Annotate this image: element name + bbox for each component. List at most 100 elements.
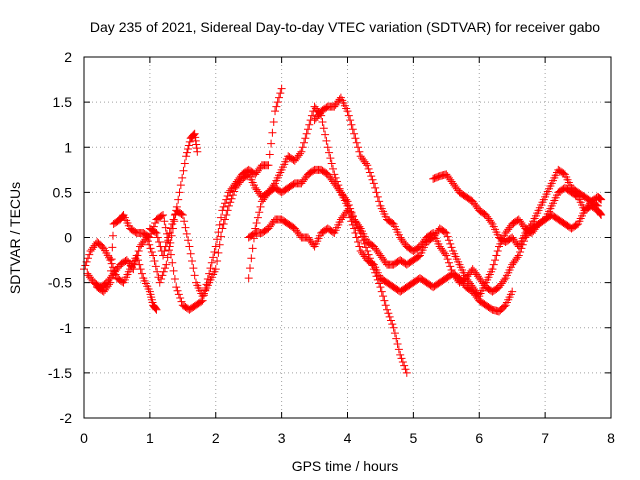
data-point: [190, 271, 199, 280]
data-point: [354, 143, 363, 152]
data-point: [593, 201, 602, 210]
data-point: [398, 358, 407, 367]
chart-title: Day 235 of 2021, Sidereal Day-to-day VTE…: [90, 19, 600, 35]
data-point: [355, 242, 364, 251]
data-point: [500, 275, 509, 284]
data-point: [401, 365, 410, 374]
data-point: [252, 219, 261, 228]
data-point: [184, 141, 193, 150]
series-trace-2: [83, 129, 202, 292]
data-point: [226, 198, 235, 207]
data-point: [491, 256, 500, 265]
data-point: [388, 320, 397, 329]
x-tick-label: 0: [80, 430, 88, 446]
data-point: [440, 249, 449, 258]
data-point: [343, 107, 352, 116]
data-point: [444, 236, 453, 245]
y-tick-label: 0.5: [53, 184, 73, 200]
data-point: [189, 264, 198, 273]
x-tick-label: 3: [278, 430, 286, 446]
data-point: [516, 247, 525, 256]
data-point: [402, 368, 411, 377]
data-point: [447, 265, 456, 274]
data-point: [489, 260, 498, 269]
data-point: [446, 239, 455, 248]
data-point: [255, 208, 264, 217]
data-point: [188, 256, 197, 265]
data-point: [384, 309, 393, 318]
data-point: [351, 228, 360, 237]
data-point: [133, 251, 142, 260]
data-point: [228, 191, 237, 200]
data-point: [273, 98, 282, 107]
data-point: [147, 247, 156, 256]
data-point: [213, 256, 222, 265]
data-point: [151, 228, 160, 237]
data-point: [175, 188, 184, 197]
data-point: [227, 194, 236, 203]
data-point: [354, 238, 363, 247]
data-point: [105, 280, 114, 289]
data-point: [347, 217, 356, 226]
data-point: [446, 262, 455, 271]
data-point: [134, 247, 143, 256]
data-point: [253, 213, 262, 222]
data-point: [256, 202, 265, 211]
data-point: [355, 147, 364, 156]
data-point: [376, 283, 385, 292]
data-point: [346, 116, 355, 125]
data-point: [192, 140, 201, 149]
y-tick-label: -2: [60, 410, 73, 426]
data-point: [145, 240, 154, 249]
data-point: [146, 244, 155, 253]
data-point: [137, 269, 146, 278]
data-point: [164, 246, 173, 255]
data-point: [269, 117, 278, 126]
data-point: [318, 117, 327, 126]
data-point: [218, 224, 227, 233]
data-point: [381, 301, 390, 310]
data-point: [176, 181, 185, 190]
y-tick-label: 1: [64, 139, 72, 155]
data-point: [180, 159, 189, 168]
x-tick-label: 5: [409, 430, 417, 446]
x-tick-label: 8: [607, 430, 615, 446]
data-point: [166, 224, 175, 233]
data-point: [367, 172, 376, 181]
data-point: [181, 223, 190, 232]
data-point: [152, 228, 161, 237]
data-point: [383, 305, 392, 314]
data-point: [344, 210, 353, 219]
data-point: [364, 164, 373, 173]
data-point: [219, 202, 228, 211]
data-point: [160, 247, 169, 256]
data-point: [264, 161, 273, 170]
data-point: [371, 183, 380, 192]
data-point: [595, 194, 604, 203]
data-point: [157, 275, 166, 284]
data-point: [597, 195, 606, 204]
data-point: [596, 210, 605, 219]
x-tick-label: 7: [541, 430, 549, 446]
data-point: [169, 215, 178, 224]
data-point: [397, 354, 406, 363]
data-point: [392, 334, 401, 343]
data-point: [210, 247, 219, 256]
data-point: [151, 303, 160, 312]
data-point: [143, 237, 152, 246]
data-point: [217, 213, 226, 222]
data-point: [177, 210, 186, 219]
data-point: [327, 159, 336, 168]
data-point: [197, 297, 206, 306]
data-point: [595, 209, 604, 218]
data-point: [81, 261, 90, 270]
data-point: [344, 111, 353, 120]
data-point: [325, 148, 334, 157]
data-point: [85, 250, 94, 259]
data-point: [343, 206, 352, 215]
data-point: [247, 254, 256, 263]
data-point: [211, 265, 220, 274]
data-point: [220, 215, 229, 224]
